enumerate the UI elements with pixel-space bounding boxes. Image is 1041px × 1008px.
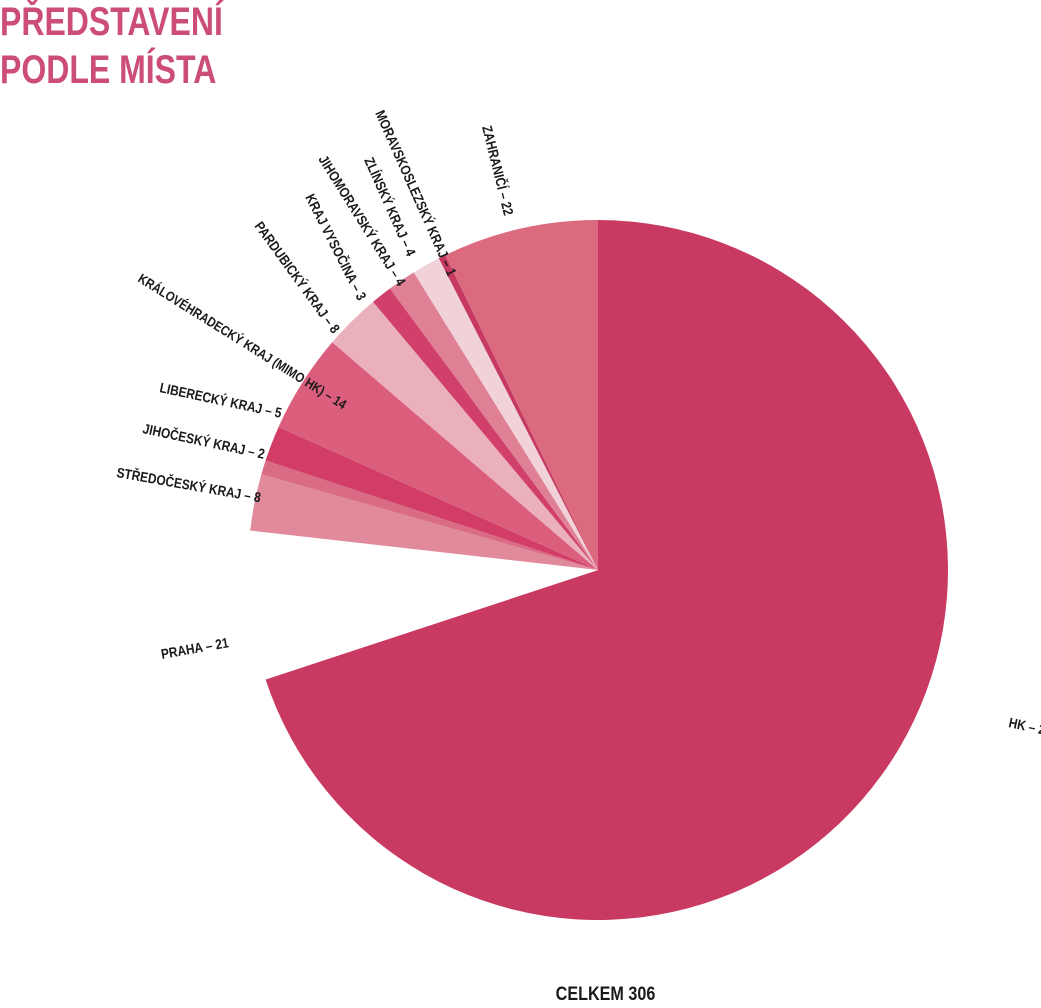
pie-slice: [389, 272, 598, 570]
slice-label: ZAHRANIČÍ – 22: [479, 124, 517, 217]
chart-title-line-2: PODLE MÍSTA: [0, 48, 217, 92]
pie-slice: [265, 220, 949, 921]
pie-slice: [261, 460, 598, 570]
slice-label: PRAHA – 21: [160, 634, 230, 662]
pie-slice: [250, 474, 599, 570]
slice-label: LIBERECKÝ KRAJ – 5: [158, 379, 283, 421]
pie-slice: [248, 530, 598, 680]
slice-label: STŘEDOČESKÝ KRAJ – 8: [115, 464, 262, 505]
slice-label: JIHOČESKÝ KRAJ – 2: [141, 420, 266, 462]
chart-title-line-1: PŘEDSTAVENÍ: [0, 0, 223, 44]
pie-slice: [332, 301, 598, 570]
total-label: CELKEM 306: [555, 984, 656, 1005]
pie-slice: [265, 426, 598, 570]
slices-layer: [248, 220, 949, 921]
pie-slice: [373, 288, 598, 570]
pie-slice: [438, 255, 598, 571]
pie-slice: [413, 258, 598, 570]
slice-label: HK – 214: [1007, 714, 1041, 740]
pie-slice: [278, 342, 598, 570]
pie-slice: [445, 220, 598, 570]
